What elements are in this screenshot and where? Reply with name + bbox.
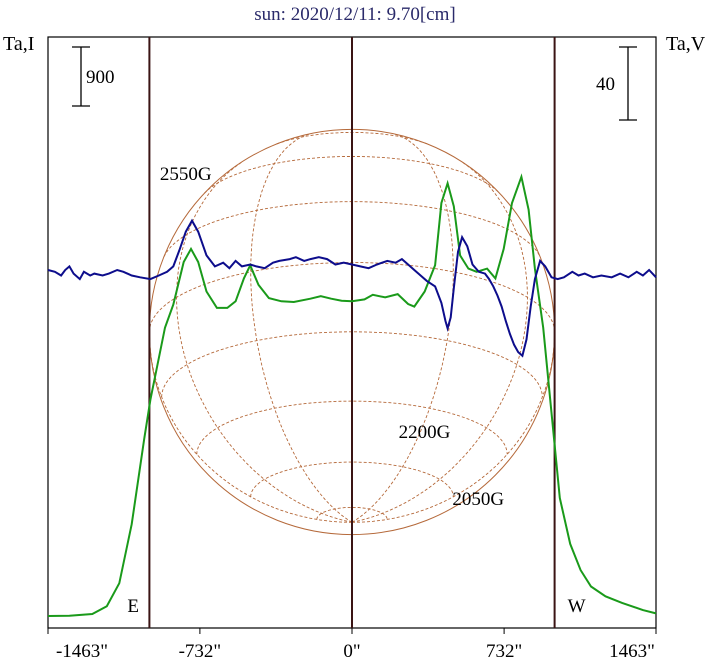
x-tick-label: -1463": [56, 641, 108, 662]
annotation-2050g: 2050G: [452, 489, 504, 510]
east-limb-label: E: [127, 596, 139, 617]
left-scale-bar-label: 900: [86, 67, 115, 88]
x-tick-label: 0": [343, 641, 360, 662]
latitude-line: [196, 400, 508, 455]
annotation-2550g: 2550G: [160, 164, 212, 185]
right-scale-bar: [619, 46, 637, 121]
right-axis-label: Ta,V: [666, 33, 706, 55]
chart-title: sun: 2020/12/11: 9.70[cm]: [254, 4, 455, 25]
longitude-line: [148, 331, 353, 523]
x-tick-label: 1463": [609, 641, 655, 662]
annotation-2200g: 2200G: [399, 422, 451, 443]
west-limb-label: W: [568, 596, 586, 617]
x-axis-ticks: [47, 628, 657, 634]
longitude-line: [250, 133, 353, 523]
x-tick-label: 732": [486, 641, 522, 662]
longitude-line: [176, 161, 353, 523]
intensity-series-line: [47, 173, 657, 617]
left-axis-label: Ta,I: [3, 33, 34, 55]
limb-and-center-lines: [148, 37, 556, 628]
right-scale-bar-label: 40: [596, 74, 615, 95]
longitude-line: [351, 161, 528, 523]
longitude-line: [351, 133, 454, 523]
x-tick-label: -732": [179, 641, 222, 662]
left-scale-bar: [72, 46, 90, 107]
polarization-series-line: [47, 218, 657, 358]
longitude-line: [351, 331, 556, 523]
